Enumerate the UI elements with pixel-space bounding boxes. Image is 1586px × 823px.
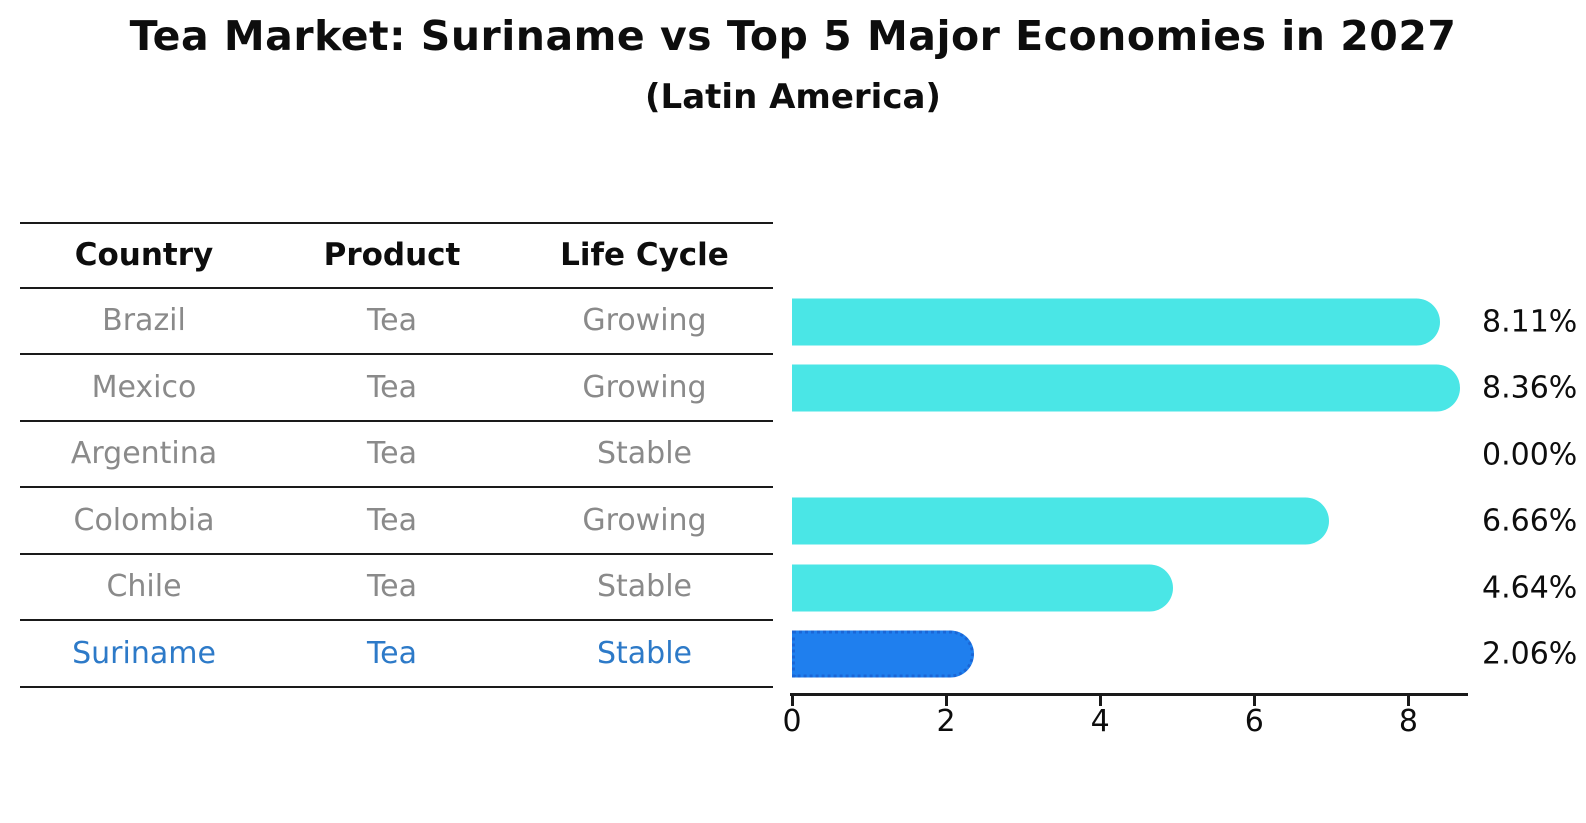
table-row-cells: Colombia Tea Growing xyxy=(20,488,773,555)
country-cell: Argentina xyxy=(70,436,218,472)
product-cell: Tea xyxy=(366,369,418,405)
country-cell: Mexico xyxy=(91,369,197,405)
table-row-cells: Argentina Tea Stable xyxy=(20,422,773,488)
table-header-row: Country Product Life Cycle xyxy=(20,222,1586,289)
life-cycle-cell: Growing xyxy=(582,502,707,538)
chart-title: Tea Market: Suriname vs Top 5 Major Econ… xyxy=(129,12,1457,60)
table-and-bars: Country Product Life Cycle Brazil Tea Gr… xyxy=(20,222,1586,688)
product-cell: Tea xyxy=(366,436,418,472)
table-row-brazil: Brazil Tea Growing 8.11% xyxy=(20,289,1586,355)
life-cycle-cell: Growing xyxy=(582,369,707,405)
value-label-chile: 4.64% xyxy=(1482,570,1578,606)
x-axis-tick-label: 2 xyxy=(936,704,956,739)
x-axis-tick-label: 0 xyxy=(782,704,802,739)
header-life-cycle: Life Cycle xyxy=(560,237,729,274)
table-row-cells: Chile Tea Stable xyxy=(20,555,773,621)
product-cell: Tea xyxy=(366,303,418,339)
life-cycle-cell: Growing xyxy=(582,303,707,339)
bar-mexico xyxy=(792,364,1460,412)
table-row-cells: Suriname Tea Stable xyxy=(20,621,773,688)
country-cell: Chile xyxy=(106,569,182,605)
x-axis-line xyxy=(790,693,1468,696)
table-row-argentina: Argentina Tea Stable 0.00% xyxy=(20,422,1586,488)
bar-suriname xyxy=(792,630,975,678)
product-cell: Tea xyxy=(366,569,418,605)
table-row-colombia: Colombia Tea Growing 6.66% xyxy=(20,488,1586,555)
value-label-colombia: 6.66% xyxy=(1482,503,1578,539)
x-axis-tick-mark xyxy=(1406,694,1410,706)
value-label-brazil: 8.11% xyxy=(1482,304,1578,340)
x-axis-tick-mark xyxy=(1098,694,1102,706)
table-row-chile: Chile Tea Stable 4.64% xyxy=(20,555,1586,621)
header-country: Country xyxy=(74,237,214,274)
value-label-mexico: 8.36% xyxy=(1482,370,1578,406)
x-axis-tick-mark xyxy=(1252,694,1256,706)
country-cell: Suriname xyxy=(72,635,216,671)
x-axis-tick-label: 6 xyxy=(1244,704,1264,739)
product-cell: Tea xyxy=(366,502,418,538)
life-cycle-cell: Stable xyxy=(596,635,693,671)
table-row-mexico: Mexico Tea Growing 8.36% xyxy=(20,355,1586,422)
country-cell: Brazil xyxy=(102,303,186,339)
bar-colombia xyxy=(792,497,1329,545)
value-label-argentina: 0.00% xyxy=(1482,437,1578,473)
table-row-cells: Country Product Life Cycle xyxy=(20,222,773,289)
product-cell: Tea xyxy=(366,635,418,671)
table-row-suriname: Suriname Tea Stable 2.06% xyxy=(20,621,1586,688)
header-product: Product xyxy=(323,237,461,274)
x-axis-tick-mark xyxy=(790,694,794,706)
x-axis-tick-label: 4 xyxy=(1090,704,1110,739)
x-axis-tick-label: 8 xyxy=(1398,704,1418,739)
bar-brazil xyxy=(792,298,1441,346)
bar-chile xyxy=(792,564,1173,612)
x-axis-tick-mark xyxy=(944,694,948,706)
chart-subtitle: (Latin America) xyxy=(645,77,941,117)
table-row-cells: Brazil Tea Growing xyxy=(20,289,773,355)
life-cycle-cell: Stable xyxy=(596,569,693,605)
value-label-suriname: 2.06% xyxy=(1482,636,1578,672)
life-cycle-cell: Stable xyxy=(596,436,693,472)
country-cell: Colombia xyxy=(73,502,215,538)
table-row-cells: Mexico Tea Growing xyxy=(20,355,773,422)
